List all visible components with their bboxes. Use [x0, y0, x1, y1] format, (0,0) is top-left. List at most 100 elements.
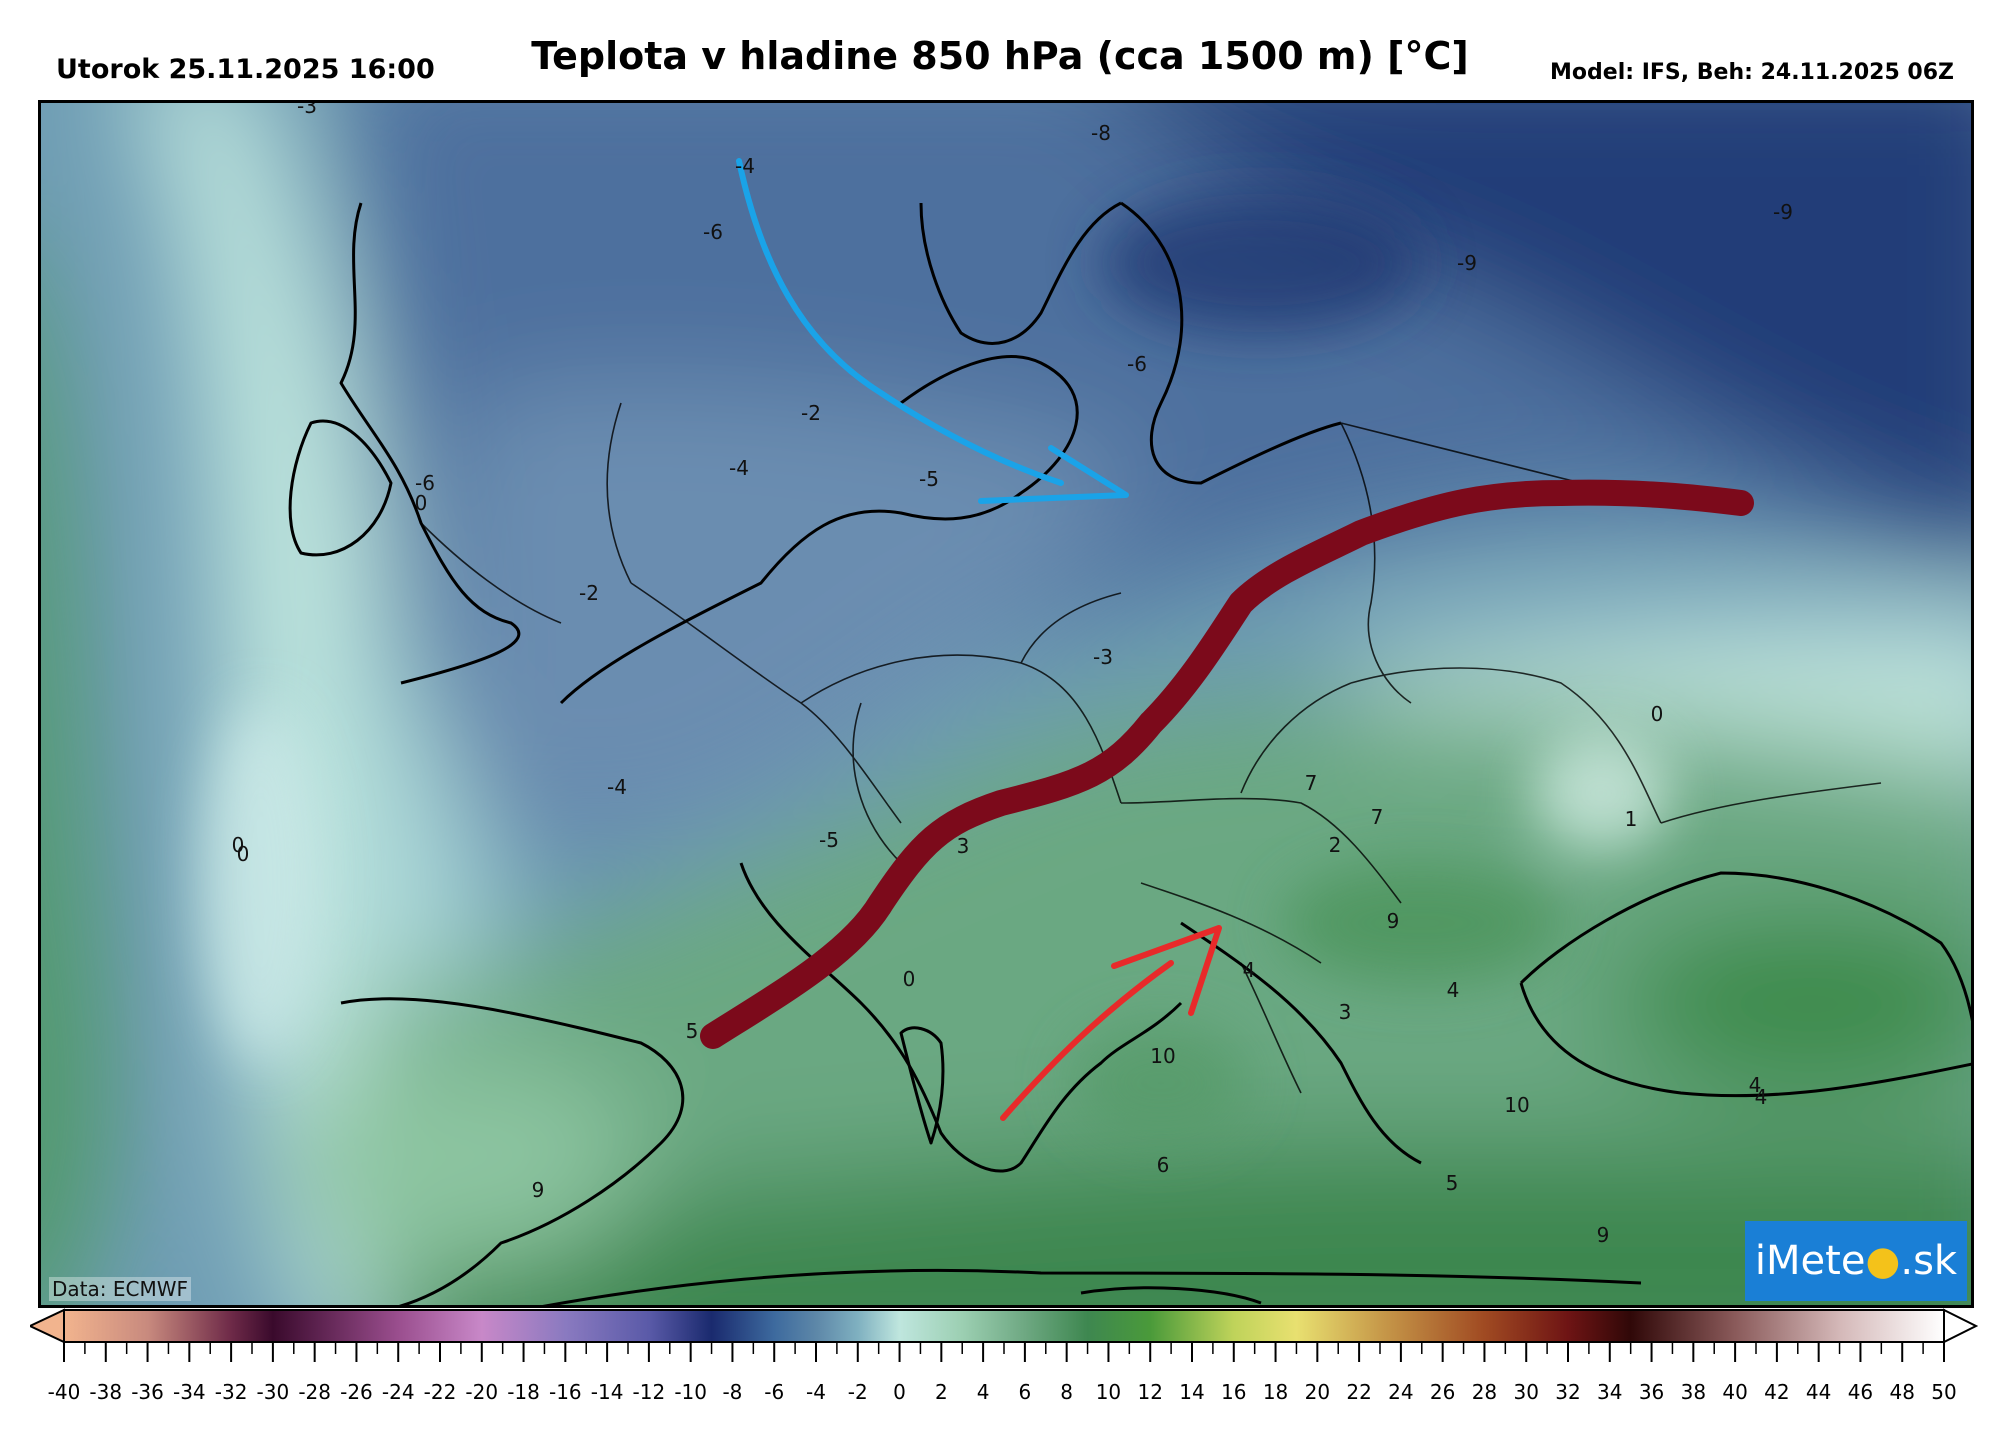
colorbar-tick-label: 18	[1262, 1380, 1289, 1404]
colorbar-tick-label: 20	[1304, 1380, 1331, 1404]
colorbar-tick-label: 36	[1638, 1380, 1665, 1404]
colorbar-tick-label: 34	[1597, 1380, 1623, 1404]
contour-label: -5	[819, 828, 839, 852]
contour-label: -2	[579, 581, 599, 605]
map-title: Teplota v hladine 850 hPa (cca 1500 m) […	[531, 34, 1469, 78]
colorbar-tick-label: 46	[1847, 1380, 1874, 1404]
temperature-map: -3 -4 -6 -8 -9 -9 -6 -2 -4 -5 0 -6 -2 -3 0 0 0 -4 -5 3 7 2 7 9 0…	[38, 100, 1974, 1308]
colorbar-tick-label: 6	[1018, 1380, 1032, 1404]
model-run-info: Model: IFS, Beh: 24.11.2025 06Z	[1550, 60, 1954, 85]
colorbar-tick-label: -28	[298, 1380, 331, 1404]
colorbar-tick-label: -32	[214, 1380, 248, 1404]
contour-label: -4	[607, 775, 627, 799]
data-credit: Data: ECMWF	[49, 1277, 191, 1301]
contour-label: -6	[703, 220, 723, 244]
contour-label: -8	[1091, 121, 1111, 145]
colorbar-tick-label: -8	[722, 1380, 743, 1404]
colorbar-tick-label: -18	[507, 1380, 540, 1404]
cold-advection-arrow	[736, 158, 1064, 486]
colorbar-tick-label: -14	[590, 1380, 624, 1404]
colorbar-tick-label: 24	[1388, 1380, 1414, 1404]
colorbar-tick-labels: -40 -38 -36 -34 -32 -30 -28 -26 -24 -22 -20 -18 -16-…	[0, 1380, 2000, 1410]
colorbar-tick-label: 40	[1722, 1380, 1748, 1404]
colorbar-tick-label: -16	[548, 1380, 582, 1404]
contour-label: 3	[1338, 1000, 1352, 1024]
colorbar-tick-label: -34	[172, 1380, 206, 1404]
valid-time: Utorok 25.11.2025 16:00	[56, 54, 435, 85]
contour-label: 1	[1624, 807, 1638, 831]
colorbar-tick-label: -12	[632, 1380, 666, 1404]
colorbar-tick-label: 16	[1221, 1380, 1247, 1404]
coastlines	[288, 201, 1971, 1305]
contour-label: 9	[531, 1178, 545, 1202]
contour-label: -3	[1093, 645, 1113, 669]
colorbar-tick-label: 2	[934, 1380, 948, 1404]
contour-label: 7	[1370, 805, 1384, 829]
colorbar-tick-label: 30	[1513, 1380, 1539, 1404]
colorbar-tick-label: 38	[1680, 1380, 1707, 1404]
contour-label: 5	[685, 1019, 699, 1043]
contour-label: 7	[1304, 771, 1318, 795]
temperature-field	[41, 103, 1971, 1305]
contour-label: 4	[1754, 1085, 1768, 1109]
contour-label: -3	[297, 100, 317, 118]
contour-label: -4	[735, 154, 755, 178]
contour-label: 2	[1328, 833, 1342, 857]
contour-label: 4	[1446, 978, 1460, 1002]
color-scale	[30, 1308, 1978, 1362]
contour-label: 5	[1445, 1171, 1459, 1195]
cold-arrow-head	[978, 445, 1129, 504]
contour-label: 4	[1748, 1073, 1762, 1097]
colorbar	[63, 1309, 1945, 1343]
contour-label: -9	[1773, 200, 1793, 224]
contour-label: 3	[956, 834, 970, 858]
colorbar-tick-label: 10	[1095, 1380, 1122, 1404]
imeteo-logo: iMete ● .sk	[1745, 1221, 1967, 1301]
colorbar-left-arrow	[30, 1308, 65, 1344]
colorbar-tick-label: -10	[674, 1380, 707, 1404]
colorbar-tick-label: 0	[893, 1380, 906, 1404]
contour-label: 9	[1596, 1223, 1610, 1247]
logo-text: iMete	[1754, 1238, 1866, 1284]
contour-label: -6	[415, 471, 435, 495]
colorbar-tick-label: -6	[764, 1380, 785, 1404]
borders	[420, 402, 1882, 1094]
colorbar-tick-label: 4	[976, 1380, 990, 1404]
contour-label: 10	[1150, 1044, 1176, 1068]
colorbar-tick-label: -36	[131, 1380, 164, 1404]
contour-label: 6	[1156, 1153, 1170, 1177]
map-canvas	[41, 103, 1971, 1305]
colorbar-right-arrow	[1943, 1308, 1978, 1344]
contour-label: -6	[1127, 352, 1147, 376]
contour-label: 10	[1504, 1093, 1530, 1117]
colorbar-tick-label: -2	[847, 1380, 868, 1404]
colorbar-tick-label: -24	[381, 1380, 415, 1404]
temperature-detail	[201, 193, 1671, 1143]
contour-label: -2	[801, 401, 821, 425]
contour-label: 0	[1650, 702, 1664, 726]
colorbar-tick-label: 26	[1429, 1380, 1456, 1404]
colorbar-tick-label: -4	[806, 1380, 826, 1404]
colorbar-tick-label: 12	[1137, 1380, 1163, 1404]
contour-label: -5	[919, 467, 939, 491]
colorbar-tick-label: 28	[1471, 1380, 1498, 1404]
colorbar-tick-label: -22	[423, 1380, 457, 1404]
warm-arrow-head	[1111, 925, 1222, 1016]
colorbar-tick-label: 44	[1805, 1380, 1832, 1404]
colorbar-tick-label: 22	[1346, 1380, 1372, 1404]
colorbar-tick-label: -20	[465, 1380, 499, 1404]
colorbar-tick-label: -40	[47, 1380, 81, 1404]
colorbar-tick-label: 42	[1764, 1380, 1790, 1404]
colorbar-tick-label: 32	[1555, 1380, 1581, 1404]
contour-label: 0	[902, 967, 916, 991]
colorbar-tick-label: -26	[340, 1380, 373, 1404]
colorbar-tick-label: 48	[1889, 1380, 1915, 1404]
colorbar-tick-label: -38	[89, 1380, 123, 1404]
contour-label: 0	[236, 842, 250, 866]
contour-label: -9	[1457, 251, 1477, 275]
contour-label: 0	[231, 833, 245, 857]
sun-icon: ●	[1865, 1238, 1901, 1284]
contour-label: 9	[1386, 909, 1400, 933]
contour-label: -4	[729, 456, 749, 480]
colorbar-tick-label: 8	[1060, 1380, 1074, 1404]
